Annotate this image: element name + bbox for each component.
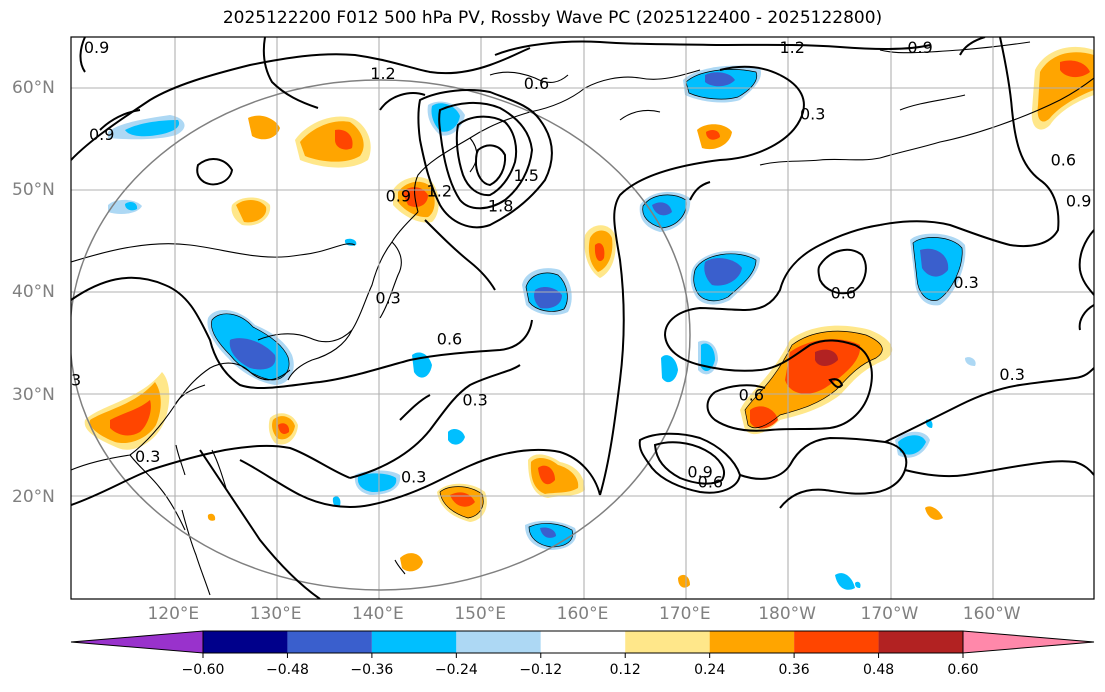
contour-label: 0.6 xyxy=(437,329,462,348)
contour-label: 0.9 xyxy=(687,462,712,481)
contour-label: 0.3 xyxy=(375,289,400,308)
contour-label: 0.9 xyxy=(386,186,411,205)
colorbar-tick-label: 0.12 xyxy=(609,662,641,678)
colorbar xyxy=(70,630,1095,658)
colorbar-extend-low xyxy=(70,630,204,654)
contour-label: 0.6 xyxy=(698,472,723,491)
anomaly-outline-contours xyxy=(211,69,963,548)
map-frame xyxy=(70,36,1095,600)
colorbar-tick-label: −0.48 xyxy=(265,662,309,678)
lon-tick-label: 160°E xyxy=(556,604,609,624)
lon-tick-label: 150°E xyxy=(454,604,507,624)
contour-label: 0.3 xyxy=(135,447,160,466)
contour-label: 0.9 xyxy=(84,38,109,57)
contour-label: 0.3 xyxy=(462,391,487,410)
contour-label: 0.3 xyxy=(999,365,1024,384)
map-title: 2025122200 F012 500 hPa PV, Rossby Wave … xyxy=(222,8,883,28)
lon-tick-label: 170°E xyxy=(658,604,711,624)
lon-tick-label: 140°E xyxy=(352,604,404,624)
colorbar-cell xyxy=(794,631,879,653)
lon-tick-label: 180°W xyxy=(758,604,816,624)
colorbar-cell xyxy=(287,631,372,653)
lon-tick-label: 120°E xyxy=(147,604,200,624)
pv-anomaly-shading xyxy=(84,46,1094,590)
colorbar-cell xyxy=(371,631,457,653)
colorbar-cell xyxy=(456,631,541,653)
contour-label: 0.9 xyxy=(907,38,932,57)
contour-label: 0.3 xyxy=(800,105,825,124)
lon-tick-label: 130°E xyxy=(249,604,302,624)
contour-label: 0.3 xyxy=(401,467,426,486)
contour-label: 1.2 xyxy=(370,64,395,83)
lon-tick-label: 160°W xyxy=(962,604,1021,624)
colorbar-cell xyxy=(625,631,710,653)
coastlines xyxy=(71,41,1094,596)
contour-label: 1.2 xyxy=(779,38,804,57)
colorbar-cell xyxy=(540,631,626,653)
contour-label: 0.9 xyxy=(89,125,114,144)
lat-tick-label: 60°N xyxy=(12,78,55,99)
contour-label: 0.6 xyxy=(739,386,764,405)
contour-label: 0.6 xyxy=(1051,151,1076,170)
lat-tick-label: 50°N xyxy=(12,180,55,201)
contour-label: 0.6 xyxy=(831,283,856,302)
colorbar-extend-high xyxy=(962,630,1095,654)
contour-label: 0.6 xyxy=(524,74,549,93)
lat-tick-label: 30°N xyxy=(12,384,55,405)
lat-tick-label: 20°N xyxy=(12,486,55,507)
colorbar-tick-label: −0.12 xyxy=(519,662,563,678)
contour-label: 3 xyxy=(71,370,81,389)
contour-labels: 1.2 0.6 1.2 0.9 0.3 0.9 1.51.8 1.2 0.9 0.3 0.6 0.3 0… xyxy=(71,38,1091,491)
lat-tick-label: 40°N xyxy=(12,282,55,303)
lon-tick-label: 170°W xyxy=(860,604,919,624)
contour-label: 0.9 xyxy=(1066,191,1091,210)
contour-label: 1.8 xyxy=(488,197,513,216)
contour-label: 0.3 xyxy=(953,273,978,292)
contour-label: 1.2 xyxy=(427,181,452,200)
colorbar-tick-label: 0.24 xyxy=(694,662,726,678)
colorbar-tick-label: 0.36 xyxy=(778,662,810,678)
gridlines xyxy=(71,37,1094,599)
radius-circle xyxy=(71,79,691,591)
colorbar-tick-label: 0.60 xyxy=(947,662,979,678)
colorbar-cell xyxy=(203,631,288,653)
colorbar-tick-label: −0.24 xyxy=(434,662,478,678)
colorbar-tick-label: −0.60 xyxy=(181,662,225,678)
contour-label: 1.5 xyxy=(514,166,539,185)
colorbar-cell xyxy=(709,631,795,653)
colorbar-tick-label: −0.36 xyxy=(350,662,394,678)
pv-contours xyxy=(71,37,1094,599)
positive-anomaly-patches xyxy=(84,46,1094,588)
colorbar-tick-label: 0.48 xyxy=(862,662,895,678)
colorbar-cell xyxy=(878,631,963,653)
